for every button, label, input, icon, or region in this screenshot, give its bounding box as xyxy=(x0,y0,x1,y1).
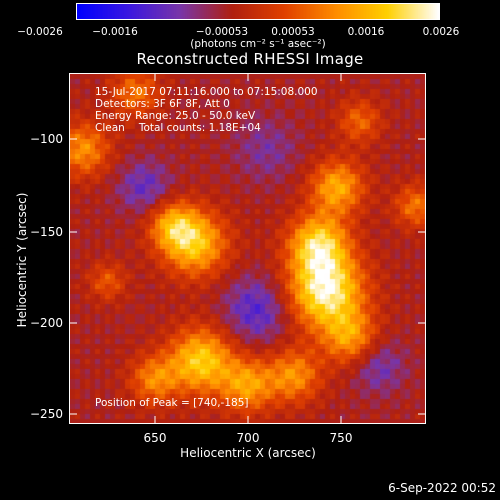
colorbar-tick-label: 0.0026 xyxy=(422,26,460,38)
colorbar-tick-label: −0.0026 xyxy=(17,26,63,38)
chart-title: Reconstructed RHESSI Image xyxy=(136,50,364,68)
total-counts-text: Total counts: 1.18E+04 xyxy=(138,122,261,134)
y-tick-label: −200 xyxy=(30,316,63,330)
plot-frame xyxy=(69,73,426,424)
time-range-text: 15-Jul-2017 07:11:16.000 to 07:15:08.000 xyxy=(95,86,318,98)
y-tick-label: −250 xyxy=(30,407,63,421)
heatmap-image xyxy=(70,74,425,423)
peak-position-text: Position of Peak = [740,-185] xyxy=(95,397,249,409)
colorbar-tick-label: −0.00053 xyxy=(195,26,249,38)
colorbar-gradient xyxy=(77,4,439,19)
algorithm-line: Clean Total counts: 1.18E+04 xyxy=(95,122,318,134)
colorbar-tick-label: −0.0016 xyxy=(92,26,138,38)
energy-range-text: Energy Range: 25.0 - 50.0 keV xyxy=(95,110,256,122)
algorithm-text: Clean xyxy=(95,122,125,134)
y-axis-label: Heliocentric Y (arcsec) xyxy=(15,192,29,328)
colorbar-units-label: (photons cm⁻² s⁻¹ asec⁻²) xyxy=(190,38,326,50)
colorbar-tick-label: 0.00053 xyxy=(271,26,315,38)
y-tick-label: −100 xyxy=(30,132,63,146)
x-tick-label: 700 xyxy=(236,431,260,445)
colorbar-tick-label: 0.0016 xyxy=(347,26,385,38)
colorbar-frame xyxy=(76,3,440,20)
y-tick-label: −150 xyxy=(30,225,63,239)
plot-datestamp: 6-Sep-2022 00:52 xyxy=(388,481,496,495)
observation-info: 15-Jul-2017 07:11:16.000 to 07:15:08.000… xyxy=(95,86,318,134)
x-axis-label: Heliocentric X (arcsec) xyxy=(180,446,316,460)
x-tick-label: 750 xyxy=(329,431,353,445)
x-tick-label: 650 xyxy=(143,431,167,445)
detectors-text: Detectors: 3F 6F 8F, Att 0 xyxy=(95,98,230,110)
